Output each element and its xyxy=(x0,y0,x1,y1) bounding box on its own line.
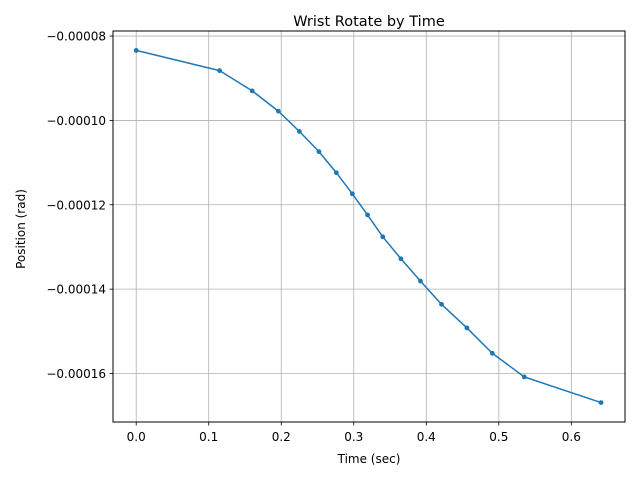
data-point xyxy=(133,48,139,53)
plot-frame xyxy=(112,30,626,423)
data-point xyxy=(316,149,322,155)
data-point xyxy=(418,278,423,284)
data-point xyxy=(439,301,444,307)
data-point xyxy=(398,256,404,262)
data-point xyxy=(275,108,281,114)
x-axis-label: Time (sec) xyxy=(337,452,401,466)
y-tick-label: −0.00008 xyxy=(46,30,106,44)
x-tick-label: 0.3 xyxy=(344,430,363,444)
x-tick-label: 0.4 xyxy=(417,430,436,444)
data-point xyxy=(349,191,355,197)
y-tick-label: −0.00012 xyxy=(46,198,106,212)
axis-ticks: 0.0 0.1 0.2 0.3 0.4 0.5 0.6 −0.00008 −0.00010 −0.… xyxy=(46,30,581,444)
y-tick-label: −0.00010 xyxy=(46,114,106,128)
data-point xyxy=(598,400,604,405)
data-point xyxy=(249,88,255,94)
y-axis-label: Position (rad) xyxy=(14,189,28,269)
data-point xyxy=(296,128,302,134)
x-tick-label: 0.5 xyxy=(489,430,508,444)
grid-lines xyxy=(113,31,625,422)
y-tick-label: −0.00016 xyxy=(46,367,106,381)
data-point xyxy=(217,68,223,74)
x-tick-label: 0.0 xyxy=(127,430,146,444)
x-tick-label: 0.2 xyxy=(272,430,291,444)
x-tick-label: 0.6 xyxy=(562,430,581,444)
chart-title: Wrist Rotate by Time xyxy=(293,14,445,30)
x-tick-label: 0.1 xyxy=(199,430,218,444)
data-point xyxy=(365,212,370,218)
data-point xyxy=(489,350,495,356)
data-point xyxy=(464,325,470,331)
data-point xyxy=(333,170,339,176)
y-tick-label: −0.00014 xyxy=(46,283,106,297)
data-series xyxy=(133,48,604,405)
data-point xyxy=(380,234,386,240)
data-point xyxy=(521,374,527,380)
